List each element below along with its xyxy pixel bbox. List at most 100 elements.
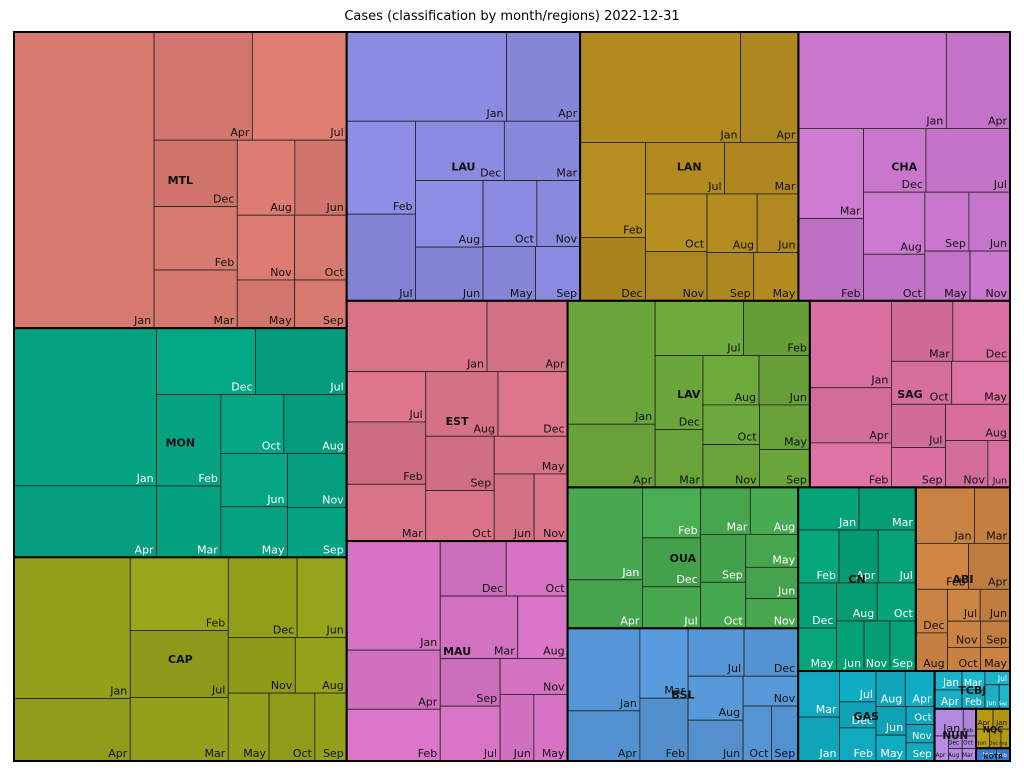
cell-cn-may <box>797 627 837 672</box>
cell-lav-aug <box>702 355 760 406</box>
month-label: Jan <box>486 107 504 120</box>
month-label: May <box>262 543 285 556</box>
cell-lau-jan <box>346 31 507 122</box>
month-label: Jan <box>136 472 154 485</box>
month-label: Mar <box>664 684 685 697</box>
month-label: Feb <box>965 697 982 708</box>
region-label: TCBJ <box>958 684 986 697</box>
cell-est-jun <box>493 473 535 542</box>
cell-mon-jul <box>255 327 348 395</box>
month-label: Nov <box>774 692 796 705</box>
month-label: Dec <box>902 178 923 191</box>
cell-est-mar <box>346 483 427 542</box>
month-label: Jan <box>942 677 959 689</box>
region-mon: Jan Apr Dec Jul Feb Mar Oct Aug Jun May Nov Sep MON <box>13 327 348 559</box>
month-label: Sep <box>476 692 497 705</box>
cell-bsl-jun <box>687 719 744 762</box>
month-label: Oct <box>930 390 950 403</box>
month-label: Nov <box>556 232 578 245</box>
month-label: Feb <box>841 287 860 300</box>
cell-lan-aug <box>706 193 758 253</box>
region-label: LAU <box>451 160 475 173</box>
cell-lav-jan <box>567 300 656 425</box>
cell-est-apr <box>486 300 568 373</box>
cell-oua-oct <box>700 581 747 629</box>
month-label: Oct <box>293 747 313 760</box>
month-label: Sep <box>999 701 1008 707</box>
month-label: Feb <box>666 747 685 760</box>
month-label: Jan <box>419 636 437 649</box>
month-label: Dec <box>213 193 234 206</box>
cell-lav-dec <box>654 355 704 431</box>
region-sag: Jan Apr Feb Mar Dec Oct May Jul Sep Aug Nov Jun SAG <box>808 299 1011 489</box>
month-label: May <box>542 460 565 473</box>
cell-abi-jul <box>947 588 981 622</box>
cell-cap-apr <box>13 698 131 762</box>
month-label: Nov <box>271 679 293 692</box>
month-label: Nov <box>270 266 292 279</box>
month-label: Nov <box>543 527 565 540</box>
month-label: Feb <box>418 747 437 760</box>
month-label: Apr <box>135 543 155 556</box>
cell-oua-apr <box>567 579 643 629</box>
cell-abi-jan <box>915 486 975 544</box>
month-label: Sep <box>323 747 344 760</box>
month-label: Apr <box>776 128 796 141</box>
cell-abi-feb <box>915 543 969 590</box>
month-label: Jun <box>989 237 1007 250</box>
cell-est-dec <box>497 371 568 437</box>
month-label: Apr <box>941 696 960 708</box>
cell-abi-aug <box>915 632 948 672</box>
cell-sag-feb <box>809 442 892 488</box>
cell-lau-jun <box>415 246 484 302</box>
month-label: Apr <box>988 575 1008 588</box>
month-label: Apr <box>633 473 653 486</box>
month-label: Jan <box>466 358 484 371</box>
region-label: MON <box>166 437 196 450</box>
region-label: NQC <box>983 726 1004 736</box>
region-label: MAU <box>443 645 471 658</box>
cell-cap-jan <box>13 556 131 699</box>
region-nun: Jan Feb Apr Dec Aug Oct Mar NUN <box>933 707 978 763</box>
month-label: Jul <box>683 614 697 627</box>
month-label: Jan <box>982 751 994 759</box>
month-label: Jun <box>326 624 344 637</box>
month-label: Dec <box>812 614 833 627</box>
month-label: Jan <box>925 114 943 127</box>
month-label: Mar <box>197 543 218 556</box>
cell-lan-oct <box>645 193 708 252</box>
month-label: Jan <box>954 529 972 542</box>
region-label: CHA <box>891 160 917 173</box>
month-label: Jul <box>993 178 1007 191</box>
month-label: Sep <box>945 237 966 250</box>
month-label: Mar <box>214 314 235 327</box>
region-label: OUA <box>670 552 697 565</box>
month-label: Jun <box>777 239 795 252</box>
cell-cha-jan <box>798 31 947 129</box>
cell-lav-mar <box>654 429 704 488</box>
month-label: Dec <box>676 573 697 586</box>
month-label: Mar <box>986 529 1007 542</box>
region-cha: Jan Apr Mar Feb Dec Jul Aug Oct Sep Jun May Nov CHA <box>797 31 1011 302</box>
month-label: Feb <box>678 524 697 537</box>
month-label: Jul <box>997 674 1007 683</box>
month-label: Feb <box>997 753 1007 759</box>
month-label: Jul <box>726 342 740 355</box>
cell-lan-jul <box>645 142 725 195</box>
month-label: Feb <box>393 200 412 213</box>
cell-lav-jul <box>654 300 744 356</box>
month-label: Apr <box>935 753 946 759</box>
region-est: Jan Apr Jul Feb Mar Aug Dec Sep Oct May Jun Nov EST <box>345 299 569 543</box>
month-label: Dec <box>679 416 700 429</box>
month-label: May <box>269 314 292 327</box>
month-label: Mar <box>840 205 861 218</box>
cell-mon-apr <box>13 485 157 558</box>
cell-mtl-jan <box>13 31 155 329</box>
cell-cha-jun <box>968 191 1011 252</box>
month-label: Oct <box>515 232 535 245</box>
month-label: Jan <box>619 697 637 710</box>
cell-oua-jun <box>745 566 799 600</box>
month-label: Jul <box>928 433 942 446</box>
month-label: Nov <box>912 731 932 742</box>
month-label: Oct <box>749 747 769 760</box>
